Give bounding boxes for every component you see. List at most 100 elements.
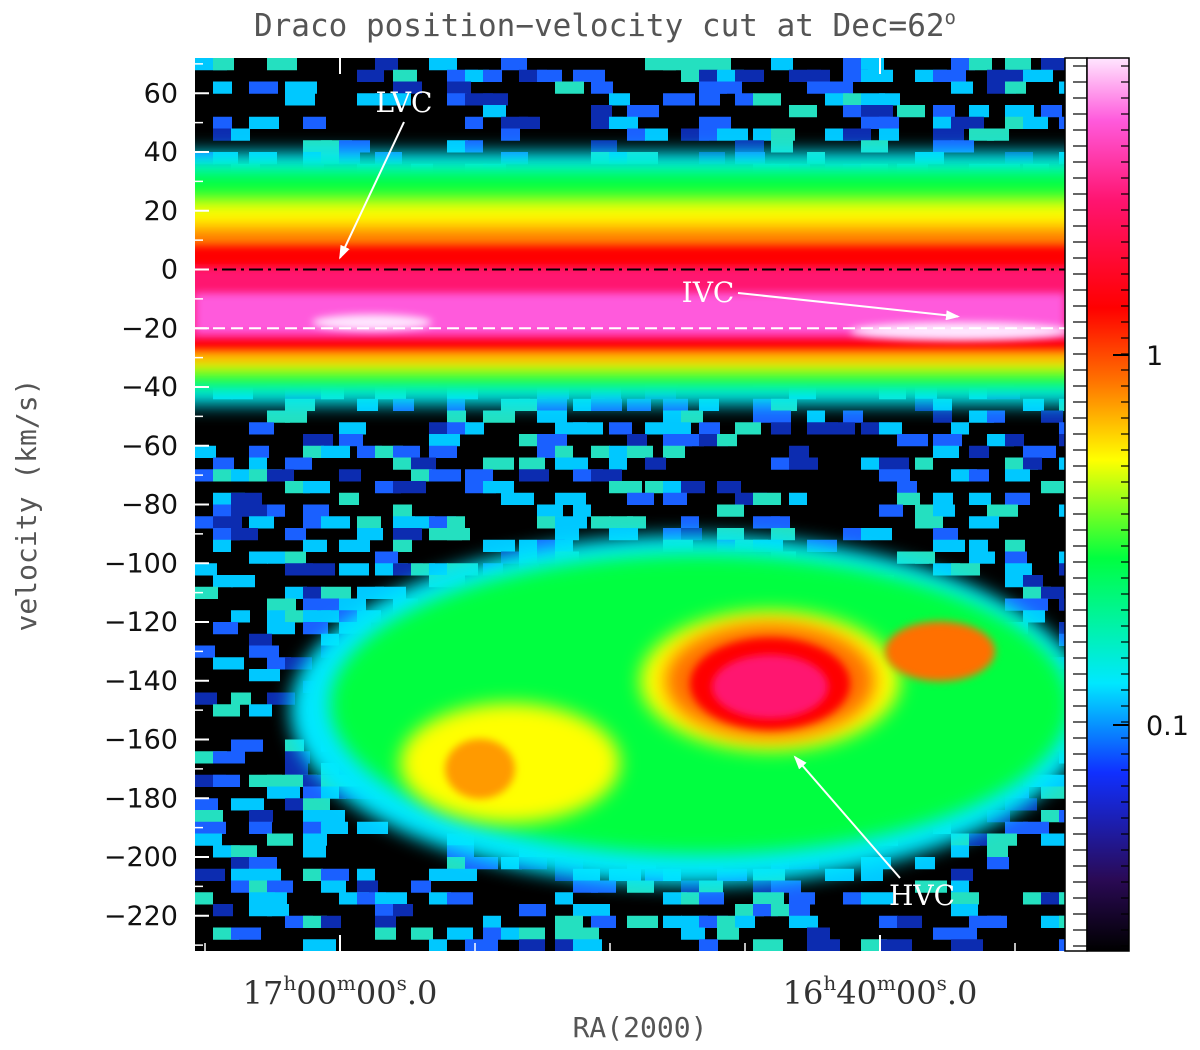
- noise-cell: [447, 868, 477, 881]
- noise-cell: [393, 69, 417, 82]
- noise-cell: [267, 469, 294, 482]
- y-tick-label: −200: [104, 842, 178, 873]
- x-tick-label: 16h40m00s.0: [783, 971, 978, 1012]
- noise-cell: [555, 445, 573, 458]
- noise-cell: [861, 892, 893, 905]
- annotation-arrow: [793, 755, 901, 879]
- noise-cell: [483, 457, 514, 470]
- noise-cell: [447, 410, 466, 423]
- y-tick-label: −80: [121, 490, 178, 521]
- noise-cell: [555, 939, 574, 951]
- noise-cell: [213, 622, 238, 635]
- noise-cell: [915, 504, 933, 517]
- noise-cell: [231, 798, 264, 811]
- noise-cell: [663, 492, 687, 505]
- noise-cell: [627, 445, 653, 458]
- noise-cell: [249, 669, 280, 682]
- noise-cell: [897, 105, 925, 118]
- noise-cell: [447, 516, 465, 529]
- noise-cell: [519, 469, 549, 482]
- noise-cell: [1023, 116, 1048, 129]
- noise-cell: [1041, 786, 1065, 799]
- noise-cell: [807, 939, 840, 951]
- noise-cell: [321, 880, 346, 893]
- noise-cell: [735, 69, 764, 82]
- noise-cell: [663, 410, 684, 423]
- noise-cell: [609, 481, 642, 494]
- noise-cell: [303, 481, 330, 494]
- noise-cell: [1005, 821, 1028, 834]
- noise-cell: [231, 610, 250, 623]
- noise-cell: [843, 410, 863, 423]
- noise-cell: [591, 880, 616, 893]
- noise-cell: [771, 410, 791, 423]
- noise-cell: [969, 105, 989, 118]
- noise-cell: [969, 445, 989, 458]
- hvc-magenta-core: [712, 654, 828, 719]
- noise-cell: [375, 927, 396, 940]
- chart-title-text: Draco position−velocity cut at Dec=62: [254, 8, 945, 44]
- noise-cell: [627, 128, 646, 141]
- noise-cell: [861, 105, 893, 118]
- noise-cell: [861, 939, 887, 951]
- noise-cell: [285, 457, 312, 470]
- noise-cell: [753, 410, 773, 423]
- noise-cell: [267, 551, 288, 564]
- noise-cell: [483, 93, 508, 106]
- noise-cell: [789, 445, 809, 458]
- noise-cell: [195, 821, 226, 834]
- noise-cell: [951, 880, 969, 893]
- noise-cell: [213, 516, 242, 529]
- noise-cell: [843, 128, 871, 141]
- noise-cell: [249, 633, 272, 646]
- noise-cell: [681, 410, 703, 423]
- y-tick-label: −160: [104, 725, 178, 756]
- noise-cell: [375, 892, 407, 905]
- noise-cell: [681, 481, 705, 494]
- noise-cell: [195, 833, 222, 846]
- noise-cell: [321, 445, 350, 458]
- noise-cell: [915, 551, 935, 564]
- noise-cell: [375, 58, 398, 71]
- ivc-peak-right: [850, 322, 1065, 341]
- noise-cell: [519, 927, 545, 940]
- noise-cell: [267, 833, 293, 846]
- noise-cell: [195, 586, 218, 599]
- noise-cell: [861, 528, 892, 541]
- noise-cell: [717, 128, 748, 141]
- noise-cell: [1041, 410, 1063, 423]
- noise-cell: [483, 539, 515, 552]
- x-axis: 17h00m00s.0 16h40m00s.0: [204, 58, 1016, 1012]
- noise-cell: [483, 69, 502, 82]
- noise-cell: [933, 528, 958, 541]
- noise-cell: [555, 457, 588, 470]
- noise-cell: [447, 140, 468, 153]
- noise-cell: [933, 445, 959, 458]
- noise-cell: [861, 140, 888, 153]
- noise-cell: [1005, 563, 1032, 576]
- noise-cell: [1023, 821, 1049, 834]
- noise-cell: [519, 457, 545, 470]
- noise-cell: [951, 904, 978, 917]
- noise-cell: [285, 93, 315, 106]
- noise-cell: [609, 422, 632, 435]
- noise-cell: [663, 93, 695, 106]
- noise-cell: [699, 939, 718, 951]
- noise-cell: [735, 915, 755, 928]
- noise-cell: [213, 81, 232, 94]
- noise-cell: [987, 857, 1009, 870]
- noise-cell: [321, 915, 341, 928]
- noise-cell: [303, 539, 327, 552]
- noise-cell: [663, 915, 682, 928]
- noise-cell: [339, 539, 370, 552]
- noise-cell: [555, 492, 586, 505]
- noise-cell: [843, 93, 861, 106]
- noise-cell: [987, 128, 1009, 141]
- noise-cell: [519, 116, 540, 129]
- noise-cell: [429, 434, 460, 447]
- noise-cell: [1059, 504, 1065, 517]
- x-tick-label-part: 00: [356, 974, 397, 1012]
- noise-cell: [771, 880, 801, 893]
- x-tick-label-part: 17: [243, 974, 284, 1012]
- noise-cell: [879, 93, 900, 106]
